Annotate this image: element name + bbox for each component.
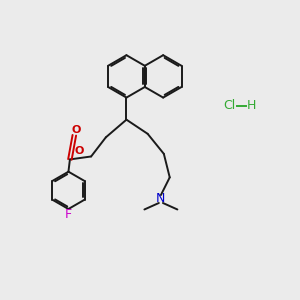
Text: O: O bbox=[74, 146, 84, 157]
Text: F: F bbox=[65, 208, 72, 221]
Text: O: O bbox=[71, 125, 80, 135]
Text: N: N bbox=[156, 192, 166, 205]
Text: H: H bbox=[247, 99, 256, 112]
Text: Cl: Cl bbox=[224, 99, 236, 112]
